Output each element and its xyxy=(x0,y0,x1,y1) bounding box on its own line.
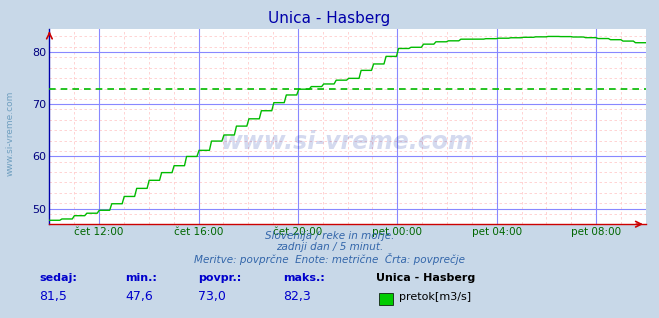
Text: Unica - Hasberg: Unica - Hasberg xyxy=(376,273,475,283)
Text: Slovenija / reke in morje.: Slovenija / reke in morje. xyxy=(265,231,394,240)
Text: maks.:: maks.: xyxy=(283,273,325,283)
Text: min.:: min.: xyxy=(125,273,157,283)
Text: Unica - Hasberg: Unica - Hasberg xyxy=(268,11,391,26)
Text: zadnji dan / 5 minut.: zadnji dan / 5 minut. xyxy=(276,242,383,252)
Text: www.si-vreme.com: www.si-vreme.com xyxy=(221,130,474,154)
Text: Meritve: povprčne  Enote: metrične  Črta: povprečje: Meritve: povprčne Enote: metrične Črta: … xyxy=(194,253,465,265)
Text: 82,3: 82,3 xyxy=(283,290,311,302)
Text: 81,5: 81,5 xyxy=(40,290,67,302)
Text: 47,6: 47,6 xyxy=(125,290,153,302)
Text: pretok[m3/s]: pretok[m3/s] xyxy=(399,292,471,301)
Text: sedaj:: sedaj: xyxy=(40,273,77,283)
Text: www.si-vreme.com: www.si-vreme.com xyxy=(5,91,14,176)
Text: 73,0: 73,0 xyxy=(198,290,225,302)
Text: povpr.:: povpr.: xyxy=(198,273,241,283)
